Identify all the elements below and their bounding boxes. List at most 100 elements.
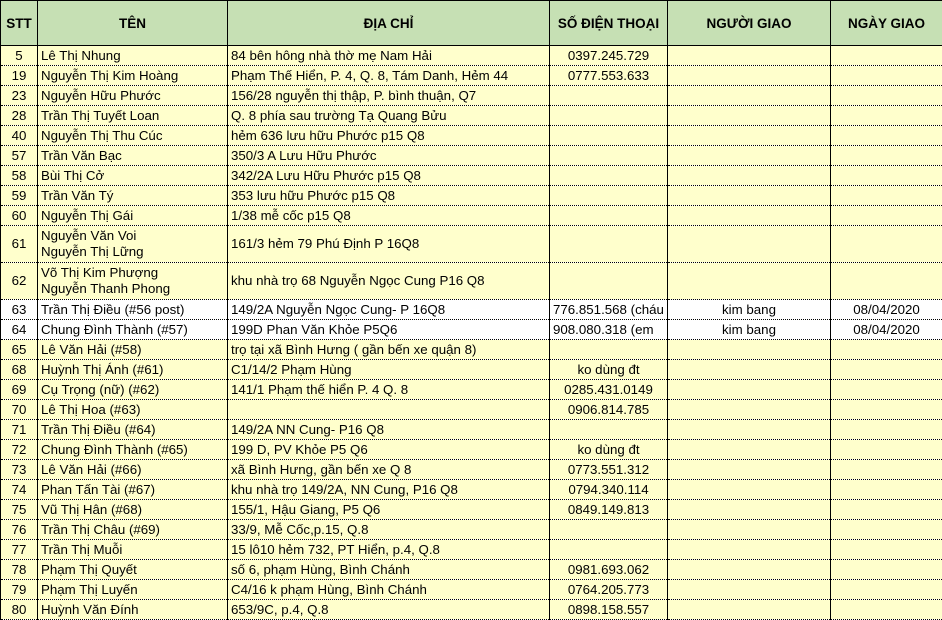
date-cell[interactable] — [831, 520, 942, 540]
address-cell[interactable]: số 6, phạm Hùng, Bình Chánh — [228, 560, 550, 580]
date-cell[interactable] — [831, 226, 942, 263]
deliverer-cell[interactable] — [668, 146, 831, 166]
date-cell[interactable] — [831, 400, 942, 420]
address-cell[interactable]: hẻm 636 lưu hữu Phước p15 Q8 — [228, 126, 550, 146]
date-cell[interactable] — [831, 66, 942, 86]
phone-cell[interactable]: 0898.158.557 — [550, 600, 668, 620]
phone-cell[interactable]: ko dùng đt — [550, 440, 668, 460]
stt-cell[interactable]: 79 — [1, 580, 38, 600]
deliverer-cell[interactable] — [668, 206, 831, 226]
address-cell[interactable]: xã Bình Hưng, gần bến xe Q 8 — [228, 460, 550, 480]
phone-cell[interactable] — [550, 146, 668, 166]
phone-cell[interactable]: 0849.149.813 — [550, 500, 668, 520]
name-cell[interactable]: Nguyễn Thị Gái — [38, 206, 228, 226]
stt-cell[interactable]: 78 — [1, 560, 38, 580]
date-cell[interactable] — [831, 106, 942, 126]
date-cell[interactable] — [831, 460, 942, 480]
date-cell[interactable] — [831, 146, 942, 166]
name-cell[interactable]: Bùi Thị Cở — [38, 166, 228, 186]
phone-cell[interactable]: 0773.551.312 — [550, 460, 668, 480]
date-cell[interactable] — [831, 540, 942, 560]
phone-cell[interactable] — [550, 106, 668, 126]
address-cell[interactable]: 199 D, PV Khỏe P5 Q6 — [228, 440, 550, 460]
deliverer-cell[interactable] — [668, 480, 831, 500]
date-cell[interactable] — [831, 166, 942, 186]
address-cell[interactable]: 342/2A Lưu Hữu Phước p15 Q8 — [228, 166, 550, 186]
name-cell[interactable]: Phạm Thị Quyết — [38, 560, 228, 580]
phone-cell[interactable]: 0285.431.0149 — [550, 380, 668, 400]
stt-cell[interactable]: 75 — [1, 500, 38, 520]
stt-cell[interactable]: 72 — [1, 440, 38, 460]
name-cell[interactable]: Chung Đình Thành (#65) — [38, 440, 228, 460]
name-cell[interactable]: Nguyễn Thị Kim Hoàng — [38, 66, 228, 86]
phone-cell[interactable] — [550, 186, 668, 206]
phone-cell[interactable]: 0777.553.633 — [550, 66, 668, 86]
phone-cell[interactable]: 0981.693.062 — [550, 560, 668, 580]
deliverer-cell[interactable] — [668, 106, 831, 126]
date-cell[interactable] — [831, 126, 942, 146]
address-cell[interactable]: khu nhà trọ 149/2A, NN Cung, P16 Q8 — [228, 480, 550, 500]
deliverer-cell[interactable] — [668, 66, 831, 86]
address-cell[interactable]: 33/9, Mễ Cốc,p.15, Q.8 — [228, 520, 550, 540]
date-cell[interactable] — [831, 340, 942, 360]
phone-cell[interactable]: 0764.205.773 — [550, 580, 668, 600]
stt-cell[interactable]: 19 — [1, 66, 38, 86]
deliverer-cell[interactable] — [668, 500, 831, 520]
stt-cell[interactable]: 80 — [1, 600, 38, 620]
address-cell[interactable]: C1/14/2 Phạm Hùng — [228, 360, 550, 380]
header-stt[interactable]: STT — [1, 1, 38, 46]
name-cell[interactable]: Trần Thị Châu (#69) — [38, 520, 228, 540]
name-cell[interactable]: Phan Tấn Tài (#67) — [38, 480, 228, 500]
stt-cell[interactable]: 63 — [1, 300, 38, 320]
stt-cell[interactable]: 60 — [1, 206, 38, 226]
deliverer-cell[interactable] — [668, 560, 831, 580]
address-cell[interactable]: 156/28 nguyễn thị thập, P. bình thuận, Q… — [228, 86, 550, 106]
deliverer-cell[interactable] — [668, 340, 831, 360]
deliverer-cell[interactable] — [668, 226, 831, 263]
name-cell[interactable]: Vũ Thị Hân (#68) — [38, 500, 228, 520]
name-cell[interactable]: Trần Thị Điều (#56 post) — [38, 300, 228, 320]
deliverer-cell[interactable] — [668, 460, 831, 480]
deliverer-cell[interactable] — [668, 440, 831, 460]
address-cell[interactable]: 199D Phan Văn Khỏe P5Q6 — [228, 320, 550, 340]
date-cell[interactable] — [831, 480, 942, 500]
header-phone[interactable]: SỐ ĐIỆN THOẠI — [550, 1, 668, 46]
date-cell[interactable] — [831, 206, 942, 226]
stt-cell[interactable]: 70 — [1, 400, 38, 420]
deliverer-cell[interactable] — [668, 380, 831, 400]
name-cell[interactable]: Huỳnh Thị Ánh (#61) — [38, 360, 228, 380]
date-cell[interactable] — [831, 380, 942, 400]
date-cell[interactable] — [831, 440, 942, 460]
stt-cell[interactable]: 40 — [1, 126, 38, 146]
address-cell[interactable]: khu nhà trọ 68 Nguyễn Ngọc Cung P16 Q8 — [228, 263, 550, 300]
address-cell[interactable] — [228, 400, 550, 420]
deliverer-cell[interactable] — [668, 580, 831, 600]
deliverer-cell[interactable] — [668, 400, 831, 420]
name-cell[interactable]: Trần Văn Bạc — [38, 146, 228, 166]
stt-cell[interactable]: 23 — [1, 86, 38, 106]
address-cell[interactable]: 161/3 hẻm 79 Phú Định P 16Q8 — [228, 226, 550, 263]
name-cell[interactable]: Lê Văn Hải (#58) — [38, 340, 228, 360]
name-cell[interactable]: Lê Văn Hải (#66) — [38, 460, 228, 480]
address-cell[interactable]: 141/1 Phạm thế hiển P. 4 Q. 8 — [228, 380, 550, 400]
name-cell[interactable]: Phạm Thị Luyến — [38, 580, 228, 600]
address-cell[interactable]: C4/16 k phạm Hùng, Bình Chánh — [228, 580, 550, 600]
name-cell[interactable]: Trần Thị Điều (#64) — [38, 420, 228, 440]
deliverer-cell[interactable] — [668, 186, 831, 206]
stt-cell[interactable]: 71 — [1, 420, 38, 440]
address-cell[interactable]: 149/2A NN Cung- P16 Q8 — [228, 420, 550, 440]
deliverer-cell[interactable]: kim bang — [668, 300, 831, 320]
stt-cell[interactable]: 73 — [1, 460, 38, 480]
date-cell[interactable] — [831, 580, 942, 600]
phone-cell[interactable]: 0397.245.729 — [550, 46, 668, 66]
date-cell[interactable] — [831, 46, 942, 66]
header-address[interactable]: ĐỊA CHỈ — [228, 1, 550, 46]
address-cell[interactable]: Phạm Thế Hiển, P. 4, Q. 8, Tám Danh, Hẻm… — [228, 66, 550, 86]
phone-cell[interactable] — [550, 126, 668, 146]
header-name[interactable]: TÊN — [38, 1, 228, 46]
deliverer-cell[interactable] — [668, 420, 831, 440]
phone-cell[interactable] — [550, 206, 668, 226]
stt-cell[interactable]: 64 — [1, 320, 38, 340]
deliverer-cell[interactable] — [668, 86, 831, 106]
